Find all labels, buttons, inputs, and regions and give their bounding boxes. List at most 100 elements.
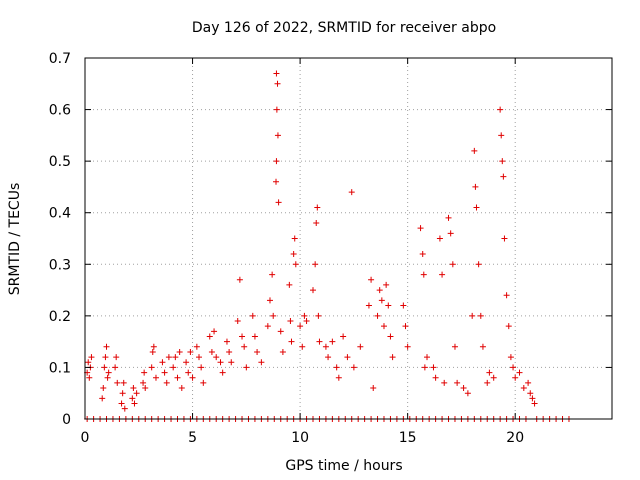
data-point [273,158,280,165]
y-tick-label: 0 [62,412,71,428]
data-point [174,374,181,381]
data-point [516,369,523,376]
data-point [273,178,280,185]
data-point [118,400,125,407]
data-point [325,354,332,361]
data-point [170,364,177,371]
data-point [451,343,458,350]
y-tick-label: 0.4 [49,206,71,222]
data-point [142,385,149,392]
data-point [501,235,508,242]
data-point [105,369,112,376]
data-point [500,173,507,180]
data-point [477,312,484,319]
data-point [454,379,461,386]
y-tick-label: 0.1 [49,360,71,376]
data-point [172,354,179,361]
data-point [185,369,192,376]
data-point [236,276,243,283]
data-point [464,390,471,397]
data-point [86,374,93,381]
data-point [473,204,480,211]
data-point [104,374,111,381]
data-point [469,312,476,319]
data-point [273,70,280,77]
data-point [417,225,424,232]
data-point [258,359,265,366]
data-point [249,312,256,319]
x-tick-label: 10 [291,430,309,446]
data-point [113,354,120,361]
data-point [424,354,431,361]
data-point [286,281,293,288]
data-point [402,323,409,330]
data-point [322,343,329,350]
data-point [527,390,534,397]
data-point [303,318,310,325]
y-tick-label: 0.2 [49,309,71,325]
data-point [510,364,517,371]
data-point [273,106,280,113]
data-point [486,369,493,376]
data-point [189,374,196,381]
data-point [475,261,482,268]
data-point [484,379,491,386]
y-tick-label: 0.5 [49,154,71,170]
data-point [102,354,109,361]
data-point [507,354,514,361]
x-tick-label: 15 [399,430,417,446]
data-point [357,343,364,350]
data-point [274,80,281,87]
data-point [119,390,126,397]
data-point [385,302,392,309]
data-point [130,385,137,392]
data-point [129,395,136,402]
data-point [389,354,396,361]
data-point [316,338,323,345]
data-point [183,359,190,366]
data-point [198,364,205,371]
data-point [400,302,407,309]
data-point [85,359,92,366]
data-point [335,374,342,381]
data-point [432,374,439,381]
data-point [243,364,250,371]
data-point [449,261,456,268]
data-point [101,364,108,371]
data-point [445,214,452,221]
data-point [290,250,297,257]
y-tick-label: 0.6 [49,103,71,119]
y-axis-label: SRMTID / TECUs [7,183,23,296]
data-point [314,204,321,211]
data-point [525,379,532,386]
data-point [159,359,166,366]
data-point [114,379,121,386]
data-point [529,395,536,402]
data-point [297,323,304,330]
data-point [512,374,519,381]
data-point [471,147,478,154]
y-tick-label: 0.3 [49,257,71,273]
data-point [176,348,183,355]
data-point [460,385,467,392]
data-point [441,379,448,386]
data-point [497,106,504,113]
data-point [310,287,317,294]
data-point [163,379,170,386]
data-point [499,158,506,165]
data-point [299,343,306,350]
y-axis-ticks: 0 0.1 0.2 0.3 0.4 0.5 0.6 0.7 [49,51,612,428]
x-tick-label: 20 [506,430,524,446]
data-point [196,354,203,361]
grid [85,58,612,419]
x-tick-label: 5 [188,430,197,446]
data-point [269,271,276,278]
data-point [490,374,497,381]
plot-frame [84,57,613,420]
data-point [277,328,284,335]
data-point [315,312,322,319]
data-point [439,271,446,278]
data-point [350,364,357,371]
